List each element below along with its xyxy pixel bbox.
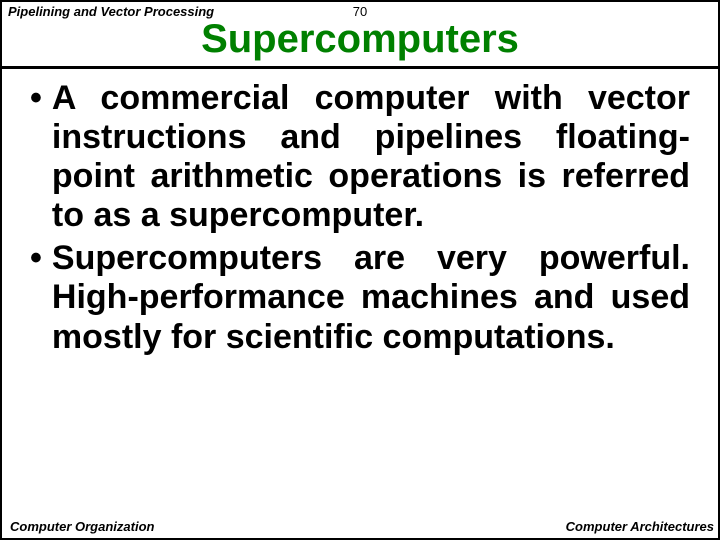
bullet-marker: •	[30, 239, 42, 356]
slide-content: • A commercial computer with vector inst…	[2, 69, 718, 357]
bullet-text: Supercomputers are very powerful. High-p…	[52, 239, 690, 356]
footer-left: Computer Organization	[10, 519, 154, 534]
bullet-item: • A commercial computer with vector inst…	[30, 79, 690, 235]
footer: Computer Organization Computer Architect…	[2, 519, 718, 534]
bullet-text: A commercial computer with vector instru…	[52, 79, 690, 235]
footer-right: Computer Architectures	[566, 519, 714, 534]
header-topic: Pipelining and Vector Processing	[8, 4, 214, 19]
bullet-item: • Supercomputers are very powerful. High…	[30, 239, 690, 356]
page-number: 70	[353, 4, 367, 19]
header-row: Pipelining and Vector Processing 70	[2, 2, 718, 19]
bullet-marker: •	[30, 79, 42, 235]
slide-title: Supercomputers	[2, 17, 718, 62]
